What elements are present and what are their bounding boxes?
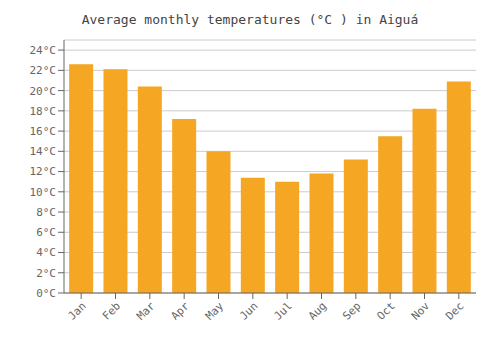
svg-text:16°C: 16°C [30,125,57,138]
svg-text:Nov: Nov [409,299,433,323]
svg-text:18°C: 18°C [30,105,57,118]
svg-text:Apr: Apr [169,299,193,323]
svg-text:20°C: 20°C [30,85,57,98]
svg-text:Oct: Oct [375,299,398,322]
svg-text:2°C: 2°C [36,267,56,280]
svg-text:6°C: 6°C [36,226,56,239]
svg-text:0°C: 0°C [36,287,56,300]
svg-text:24°C: 24°C [30,44,57,57]
svg-text:14°C: 14°C [30,145,57,158]
svg-text:Jul: Jul [272,299,295,322]
svg-text:Dec: Dec [443,299,466,322]
svg-text:Mar: Mar [134,299,158,323]
svg-text:Aug: Aug [306,299,329,322]
svg-text:Jan: Jan [66,299,89,322]
svg-text:Sep: Sep [340,299,363,322]
svg-text:8°C: 8°C [36,206,56,219]
svg-text:Jun: Jun [237,299,260,322]
svg-text:Feb: Feb [100,299,123,322]
svg-text:22°C: 22°C [30,64,57,77]
svg-text:May: May [203,299,227,323]
svg-text:4°C: 4°C [36,246,56,259]
html-text:Average monthly temperatures (: Average monthly temperatures (°C ) in Ai… [81,12,419,27]
svg-text:12°C: 12°C [30,165,57,178]
svg-text:10°C: 10°C [30,186,57,199]
